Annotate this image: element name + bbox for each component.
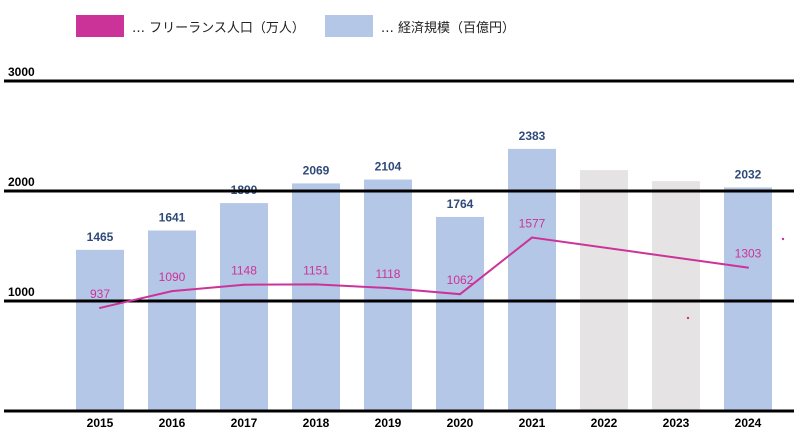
- y-tick-label-2000: 2000: [8, 175, 35, 189]
- line-label-2020: 1062: [447, 273, 474, 287]
- line-label-2017: 1148: [231, 264, 257, 278]
- legend-label-economy: … 経済規模（百億円）: [380, 20, 516, 36]
- line-label-2018: 1151: [303, 263, 329, 277]
- x-tick-label-2015: 2015: [87, 416, 114, 430]
- line-series-freelance: [99, 236, 749, 309]
- bar-2021: [508, 148, 556, 411]
- legend-swatch-line: [76, 15, 124, 37]
- x-tick-label-2016: 2016: [159, 416, 186, 430]
- line-label-2016: 1090: [159, 270, 186, 284]
- bar-2019: [364, 179, 412, 411]
- bar-2023: [652, 181, 700, 411]
- bar-label-2016: 1641: [159, 210, 186, 224]
- x-tick-label-2022: 2022: [591, 416, 618, 430]
- line-point-2021: [531, 236, 533, 239]
- bar-2022: [580, 170, 628, 411]
- bar-label-2020: 1764: [447, 197, 474, 211]
- bar-2024: [724, 187, 772, 411]
- line-point-2020: [459, 293, 461, 296]
- line-point-2019: [387, 287, 389, 290]
- bar-label-2018: 2069: [303, 163, 330, 177]
- x-tick-label-2018: 2018: [303, 416, 330, 430]
- x-tick-label-2019: 2019: [375, 416, 402, 430]
- legend-item-freelance: … フリーランス人口（万人）: [76, 15, 305, 37]
- x-tick-label-2017: 2017: [231, 416, 258, 430]
- line-point-2017: [243, 283, 245, 286]
- y-tick-label-1000: 1000: [8, 285, 35, 299]
- bar-label-2021: 2383: [519, 129, 546, 143]
- line-label-2019: 1118: [376, 267, 401, 281]
- bar-label-2019: 2104: [375, 160, 402, 174]
- legend-swatch-bar: [324, 15, 373, 37]
- bar-2016: [148, 230, 196, 411]
- bar-2018: [292, 183, 340, 411]
- line-point-2016: [171, 290, 173, 293]
- line-label-2024: 1303: [735, 247, 762, 261]
- line-point-2018: [315, 283, 317, 286]
- stray-dot: [781, 237, 785, 241]
- bar-2017: [220, 203, 268, 411]
- bar-label-2015: 1465: [87, 230, 114, 244]
- line-point-2024: [747, 266, 749, 269]
- stray-dot: [686, 316, 690, 320]
- bar-2015: [76, 249, 124, 411]
- y-tick-label-3000: 3000: [8, 65, 35, 79]
- line-label-2015: 937: [90, 287, 110, 301]
- x-tick-label-2023: 2023: [663, 416, 690, 430]
- bar-2020: [436, 216, 484, 411]
- line-point-2015: [99, 306, 101, 309]
- line-label-2021: 1577: [519, 217, 546, 231]
- x-tick-label-2024: 2024: [735, 416, 762, 430]
- legend-item-economy: … 経済規模（百億円）: [324, 15, 516, 37]
- legend-label-freelance: … フリーランス人口（万人）: [132, 20, 305, 36]
- x-tick-label-2021: 2021: [519, 416, 546, 430]
- x-tick-label-2020: 2020: [447, 416, 474, 430]
- bar-label-2024: 2032: [735, 167, 762, 181]
- legend: … フリーランス人口（万人） … 経済規模（百億円）: [76, 15, 535, 37]
